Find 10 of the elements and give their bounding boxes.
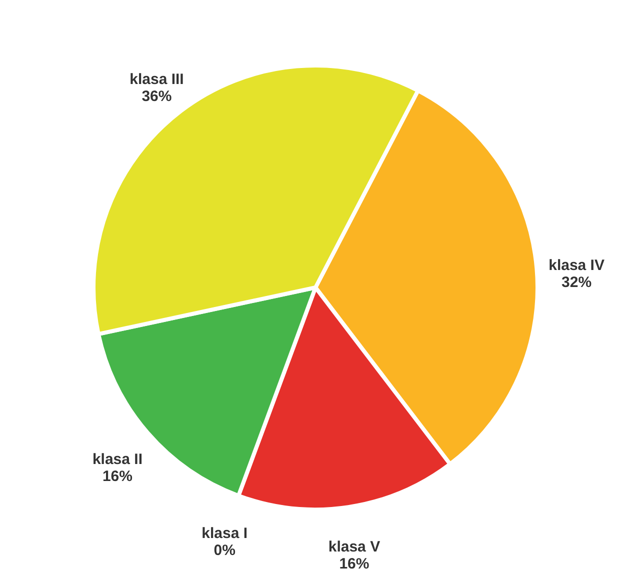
slice-label: klasa V	[328, 538, 380, 556]
data-label: 32%	[562, 274, 592, 292]
data-label: 36%	[142, 88, 172, 106]
data-label: 16%	[102, 468, 132, 486]
slice-label: klasa II	[92, 451, 142, 468]
slice-label: klasa IV	[548, 257, 604, 274]
category-label: klasa I	[202, 525, 248, 542]
data-label: 16%	[339, 556, 370, 573]
text: 0%	[214, 542, 236, 560]
slice-label: klasa III	[130, 71, 184, 88]
